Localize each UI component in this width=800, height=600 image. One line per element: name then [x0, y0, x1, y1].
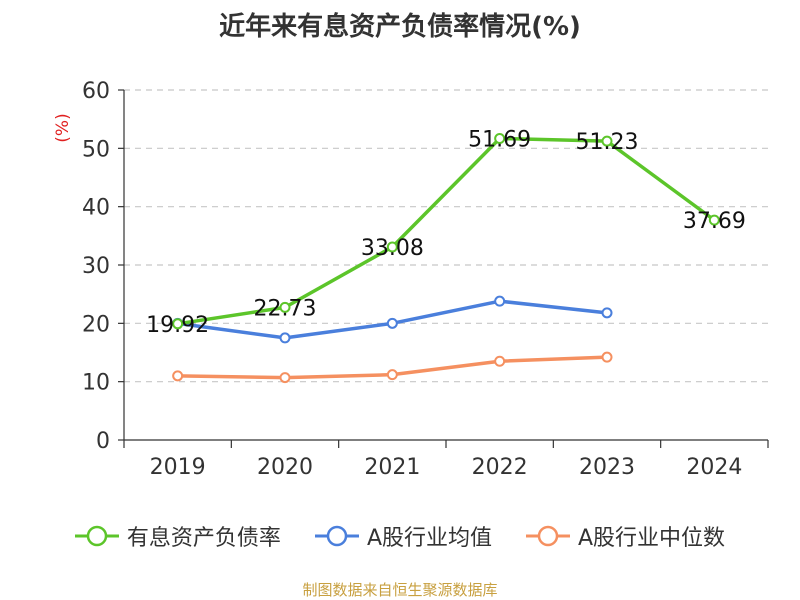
data-point — [279, 372, 291, 384]
axes — [118, 89, 769, 448]
legend: 有息资产负债率 A股行业均值 A股行业中位数 — [0, 518, 800, 554]
y-tick-label: 40 — [82, 196, 110, 221]
legend-swatch-marker — [86, 525, 108, 547]
legend-swatch-icon — [314, 525, 359, 547]
tick-labels: 0 10 20 30 40 50 60 2019 2020 2021 2022 2023 2024 (%) — [53, 79, 742, 480]
legend-swatch-marker — [537, 525, 559, 547]
y-axis-label: (%) — [53, 113, 73, 142]
data-label: 37.69 — [683, 209, 746, 234]
legend-item[interactable]: A股行业中位数 — [526, 520, 725, 552]
legend-swatch-marker — [326, 525, 348, 547]
series — [172, 132, 720, 384]
data-labels: 19.92 22.73 33.08 51.69 51.23 37.69 — [146, 127, 746, 337]
data-point — [601, 135, 613, 147]
x-tick-label: 2020 — [257, 455, 313, 480]
data-point — [172, 370, 184, 382]
data-label: 33.08 — [361, 236, 424, 261]
data-point — [386, 241, 398, 253]
data-point — [172, 318, 184, 330]
y-tick-label: 30 — [82, 254, 110, 279]
data-point — [494, 295, 506, 307]
data-point — [494, 355, 506, 367]
data-point — [601, 307, 613, 319]
grid-lines — [124, 89, 768, 383]
data-point — [601, 351, 613, 363]
y-tick-label: 60 — [82, 79, 110, 104]
y-tick-label: 10 — [82, 371, 110, 396]
data-point — [494, 132, 506, 144]
legend-label: 有息资产负债率 — [126, 526, 281, 551]
data-label: 22.73 — [254, 296, 317, 321]
legend-item[interactable]: A股行业均值 — [314, 520, 492, 552]
x-tick-label: 2019 — [150, 455, 206, 480]
y-tick-label: 50 — [82, 137, 110, 162]
y-tick-label: 0 — [96, 429, 110, 454]
data-label: 51.23 — [576, 130, 639, 155]
data-point — [386, 317, 398, 329]
chart-title: 近年来有息资产负债率情况(%) — [219, 12, 581, 42]
data-point — [708, 214, 720, 226]
x-tick-label: 2023 — [579, 455, 635, 480]
legend-item[interactable]: 有息资产负债率 — [74, 520, 281, 552]
legend-swatch-icon — [74, 525, 119, 547]
x-tick-label: 2024 — [686, 455, 742, 480]
data-label: 19.92 — [146, 313, 209, 338]
legend-label: A股行业均值 — [366, 526, 492, 551]
x-tick-label: 2021 — [364, 455, 420, 480]
data-point — [279, 301, 291, 313]
data-point — [279, 332, 291, 344]
y-tick-label: 20 — [82, 312, 110, 337]
x-tick-label: 2022 — [472, 455, 528, 480]
data-source-note: 制图数据来自恒生聚源数据库 — [302, 581, 498, 599]
data-label: 51.69 — [468, 127, 531, 152]
data-point — [386, 369, 398, 381]
legend-label: A股行业中位数 — [578, 526, 726, 551]
legend-swatch-icon — [526, 525, 570, 547]
series-line — [177, 136, 716, 326]
